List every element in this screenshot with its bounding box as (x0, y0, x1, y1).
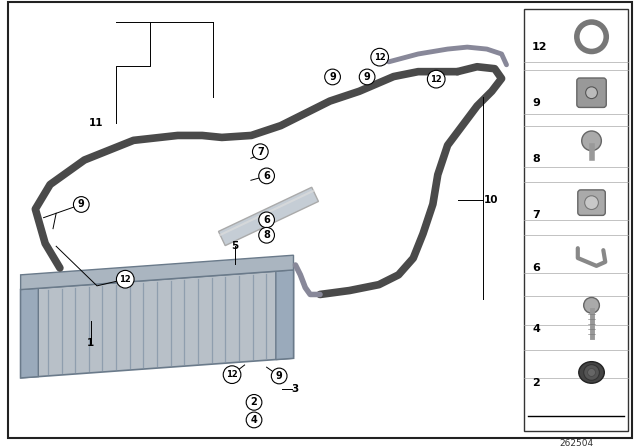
FancyBboxPatch shape (578, 190, 605, 215)
Circle shape (585, 196, 598, 210)
Circle shape (252, 144, 268, 159)
Polygon shape (218, 187, 319, 246)
Text: 3: 3 (292, 384, 299, 394)
Circle shape (586, 87, 597, 99)
Text: 7: 7 (257, 146, 264, 157)
Circle shape (584, 297, 600, 313)
Text: 7: 7 (532, 210, 540, 220)
Circle shape (259, 212, 275, 228)
Circle shape (74, 197, 89, 212)
Text: 5: 5 (232, 241, 239, 251)
Text: 8: 8 (532, 154, 540, 164)
Text: 9: 9 (329, 72, 336, 82)
Text: 8: 8 (263, 230, 270, 240)
Circle shape (588, 369, 595, 376)
Text: 4: 4 (251, 415, 257, 425)
Text: 1: 1 (87, 338, 94, 348)
Circle shape (324, 69, 340, 85)
Polygon shape (20, 289, 38, 378)
Text: 262504: 262504 (559, 439, 593, 448)
Polygon shape (20, 270, 294, 378)
Circle shape (271, 368, 287, 384)
Circle shape (259, 228, 275, 243)
Text: 2: 2 (532, 378, 540, 388)
Text: 2: 2 (251, 397, 257, 407)
Polygon shape (276, 270, 294, 360)
Circle shape (246, 412, 262, 428)
FancyBboxPatch shape (577, 78, 606, 108)
Text: 12: 12 (120, 275, 131, 284)
Circle shape (582, 131, 602, 151)
Text: 12: 12 (226, 370, 238, 379)
Ellipse shape (579, 362, 604, 383)
Circle shape (259, 168, 275, 184)
Polygon shape (20, 255, 294, 289)
Bar (524, 9, 628, 431)
Text: 11: 11 (89, 118, 103, 128)
Text: 10: 10 (483, 195, 498, 205)
Text: 12: 12 (374, 53, 385, 62)
Text: 6: 6 (263, 171, 270, 181)
Circle shape (371, 48, 388, 66)
Text: 4: 4 (532, 324, 540, 334)
Text: 12: 12 (430, 75, 442, 84)
Text: 9: 9 (276, 371, 282, 381)
Text: 9: 9 (532, 98, 540, 108)
Circle shape (428, 70, 445, 88)
Circle shape (246, 395, 262, 410)
Text: 6: 6 (263, 215, 270, 225)
Circle shape (116, 271, 134, 288)
Circle shape (584, 365, 600, 380)
Text: 9: 9 (78, 199, 84, 210)
Circle shape (359, 69, 375, 85)
Text: 9: 9 (364, 72, 371, 82)
Text: 12: 12 (532, 42, 547, 52)
Circle shape (223, 366, 241, 383)
Text: 6: 6 (532, 263, 540, 273)
